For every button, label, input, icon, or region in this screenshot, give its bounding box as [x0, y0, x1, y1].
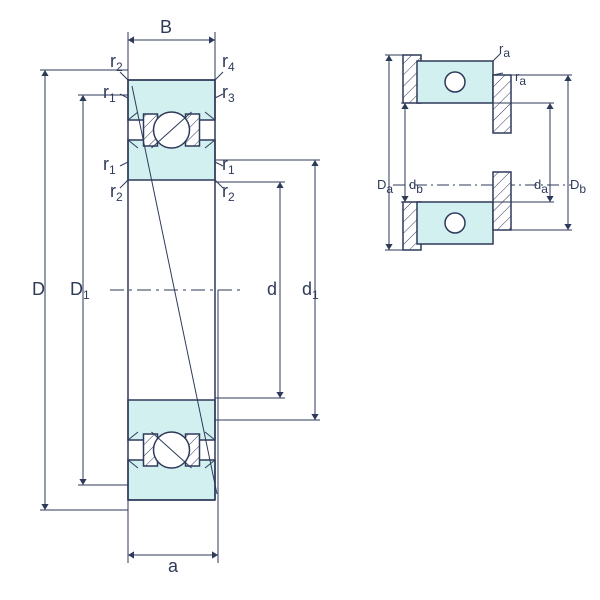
svg-text:d1: d1 [302, 279, 319, 302]
svg-text:ra: ra [499, 41, 510, 60]
svg-text:ra: ra [515, 69, 526, 88]
svg-text:r4: r4 [222, 51, 235, 74]
svg-text:r1: r1 [222, 154, 235, 177]
svg-text:Da: Da [377, 177, 393, 196]
main-cross-section: B D D1 d d1 a r2 r4 r1 r3 r1 r1 r2 r2 [32, 17, 320, 576]
inset-assembly-view: rara Dadb da Db [377, 41, 586, 250]
svg-text:r3: r3 [222, 82, 235, 105]
svg-text:d: d [267, 279, 277, 299]
svg-text:B: B [160, 17, 172, 37]
svg-text:db: db [409, 177, 423, 196]
svg-text:r1: r1 [103, 154, 116, 177]
svg-text:da: da [534, 177, 548, 196]
svg-text:r1: r1 [103, 82, 116, 105]
svg-text:a: a [168, 556, 179, 576]
svg-text:r2: r2 [110, 51, 123, 74]
svg-text:Db: Db [570, 177, 586, 196]
svg-text:D1: D1 [70, 279, 90, 302]
svg-text:D: D [32, 279, 45, 299]
svg-text:r2: r2 [110, 181, 123, 204]
svg-text:r2: r2 [222, 181, 235, 204]
